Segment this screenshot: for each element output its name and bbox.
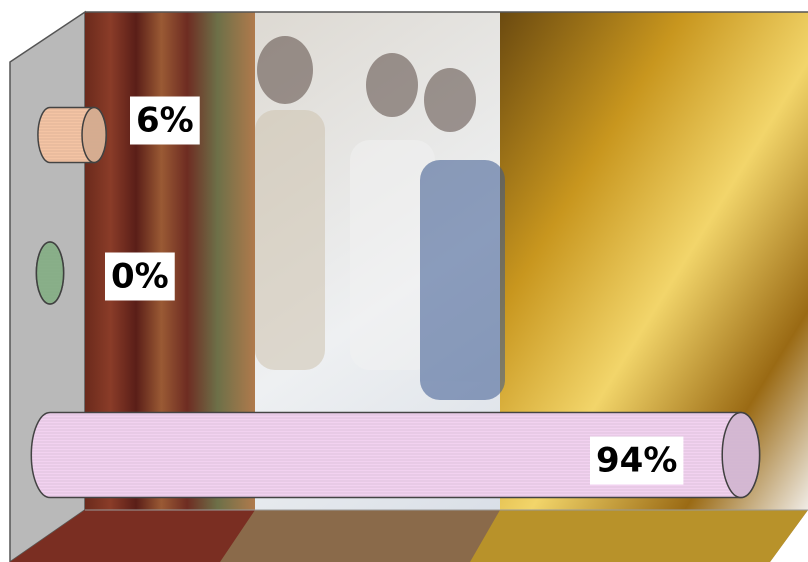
- bar-end-cap-shade: [82, 108, 106, 163]
- value-label: 0%: [111, 257, 169, 297]
- bar-end-cap-shade: [722, 413, 759, 498]
- value-label: 94%: [596, 441, 677, 481]
- chart: 6% 0% 94%: [0, 0, 808, 562]
- bar-end-cap-shade: [36, 242, 63, 304]
- value-label: 6%: [136, 101, 194, 141]
